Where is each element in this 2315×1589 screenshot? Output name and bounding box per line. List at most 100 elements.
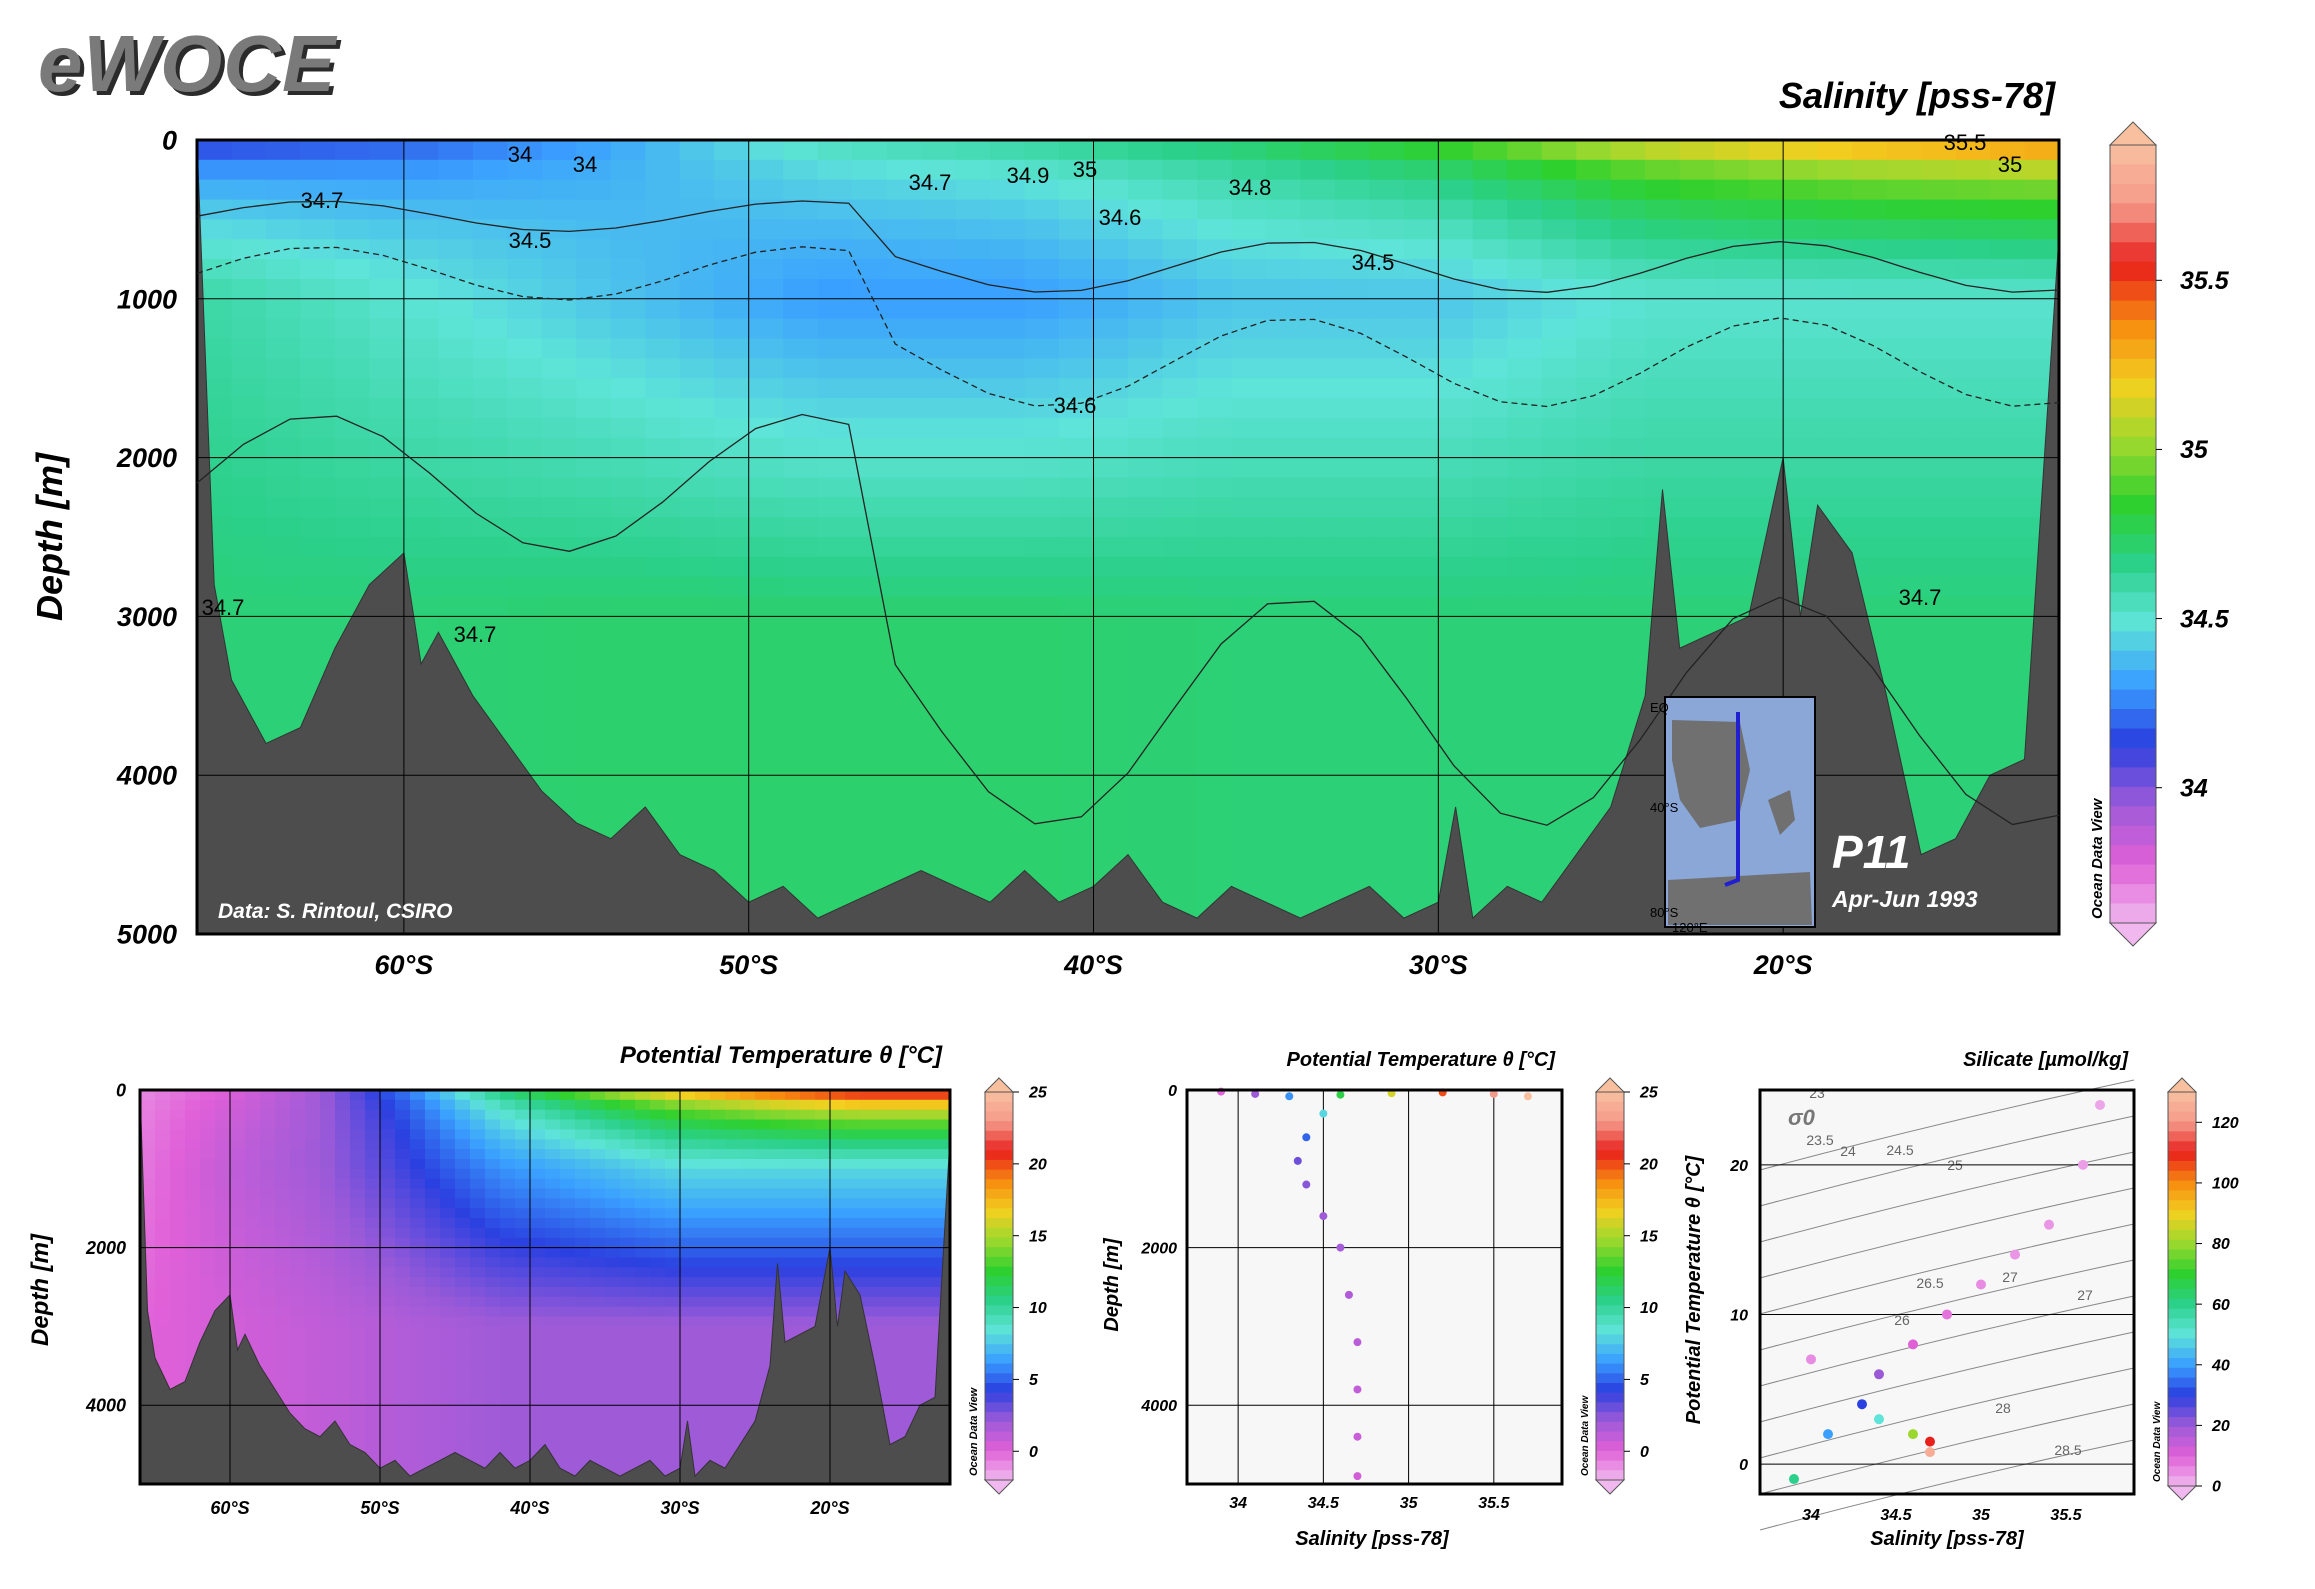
field-cell	[485, 1326, 501, 1338]
field-cell	[472, 338, 509, 360]
field-cell	[560, 1247, 576, 1259]
field-cell	[935, 1227, 951, 1239]
field-cell	[290, 1365, 306, 1377]
field-cell	[785, 1129, 801, 1141]
field-cell	[650, 1336, 666, 1347]
field-cell	[266, 556, 302, 578]
field-cell	[815, 1227, 831, 1239]
field-cell	[1990, 477, 2026, 499]
field-cell	[1197, 497, 1233, 518]
field-cell	[714, 199, 750, 221]
field-cell	[679, 457, 715, 479]
field-cell	[665, 1188, 681, 1200]
field-cell	[245, 1267, 261, 1278]
field-cell	[748, 239, 784, 260]
field-cell	[610, 140, 647, 161]
field-cell	[320, 1267, 336, 1278]
colorbar-step	[1596, 1111, 1624, 1122]
field-cell	[560, 1277, 576, 1288]
field-cell	[1334, 695, 1371, 717]
field-cell	[665, 1424, 681, 1436]
field-cell	[875, 1277, 891, 1288]
field-cell	[1334, 517, 1371, 538]
data-point	[1353, 1338, 1362, 1347]
field-cell	[1679, 140, 1715, 161]
field-cell	[740, 1178, 756, 1190]
field-cell	[990, 159, 1026, 181]
colorbar-step	[2110, 300, 2156, 321]
field-cell	[560, 1159, 576, 1170]
field-cell	[817, 576, 853, 598]
field-cell	[320, 1247, 336, 1259]
field-cell	[1955, 616, 1991, 638]
y-tick-label: 4000	[116, 761, 177, 791]
field-cell	[335, 1395, 351, 1406]
field-cell	[679, 219, 715, 241]
field-cell	[770, 1149, 786, 1160]
field-cell	[1541, 537, 1578, 558]
field-cell	[1265, 358, 1302, 380]
field-cell	[515, 1405, 531, 1416]
field-cell	[605, 1434, 621, 1446]
field-cell	[1231, 775, 1267, 796]
field-cell	[231, 457, 267, 479]
field-cell	[500, 1405, 516, 1416]
field-cell	[438, 556, 474, 578]
x-tick-label: 20°S	[1753, 950, 1813, 980]
field-cell	[300, 259, 336, 280]
field-cell	[1679, 457, 1715, 479]
field-cell	[905, 1099, 921, 1111]
field-cell	[515, 1227, 531, 1239]
field-cell	[507, 715, 543, 737]
field-cell	[380, 1188, 396, 1200]
field-cell	[515, 1218, 531, 1229]
field-cell	[545, 1237, 561, 1249]
colorbar-tick-label: 10	[1029, 1300, 1047, 1317]
field-cell	[710, 1109, 726, 1121]
field-cell	[1472, 636, 1509, 657]
field-cell	[1886, 517, 1922, 538]
field-cell	[185, 1237, 201, 1249]
field-cell	[1162, 636, 1198, 657]
field-cell	[830, 1277, 846, 1288]
colorbar-step	[2168, 1092, 2196, 1103]
field-cell	[748, 279, 784, 300]
field-cell	[695, 1178, 711, 1190]
field-cell	[395, 1267, 411, 1278]
field-cell	[1955, 556, 1991, 578]
field-cell	[485, 1356, 501, 1367]
colorbar-bottom-cap	[1594, 1479, 1626, 1495]
field-cell	[1369, 358, 1405, 380]
field-cell	[1679, 219, 1715, 241]
sigma-contour	[1759, 1115, 2135, 1207]
field-cell	[438, 437, 474, 459]
field-cell	[290, 1099, 306, 1111]
field-cell	[455, 1415, 471, 1426]
field-cell	[500, 1296, 516, 1308]
field-cell	[990, 755, 1026, 777]
field-cell	[1748, 279, 1784, 300]
field-cell	[1024, 775, 1060, 796]
field-cell	[2024, 219, 2060, 241]
field-cell	[410, 1385, 426, 1397]
field-cell	[1093, 556, 1129, 578]
field-cell	[1300, 199, 1336, 221]
field-cell	[455, 1424, 471, 1436]
field-cell	[455, 1237, 471, 1249]
field-cell	[470, 1149, 486, 1160]
field-cell	[455, 1375, 471, 1387]
field-cell	[714, 140, 750, 161]
field-cell	[679, 517, 715, 538]
colorbar-tick-label: 20	[1028, 1156, 1047, 1173]
field-cell	[515, 1168, 531, 1180]
field-cell	[714, 338, 750, 360]
field-cell	[515, 1109, 531, 1121]
field-cell	[1714, 239, 1750, 260]
field-cell	[425, 1129, 441, 1141]
field-cell	[1334, 616, 1371, 638]
field-cell	[1231, 715, 1267, 737]
field-cell	[1576, 537, 1612, 558]
field-cell	[545, 1129, 561, 1141]
field-cell	[990, 358, 1026, 380]
field-cell	[710, 1326, 726, 1338]
